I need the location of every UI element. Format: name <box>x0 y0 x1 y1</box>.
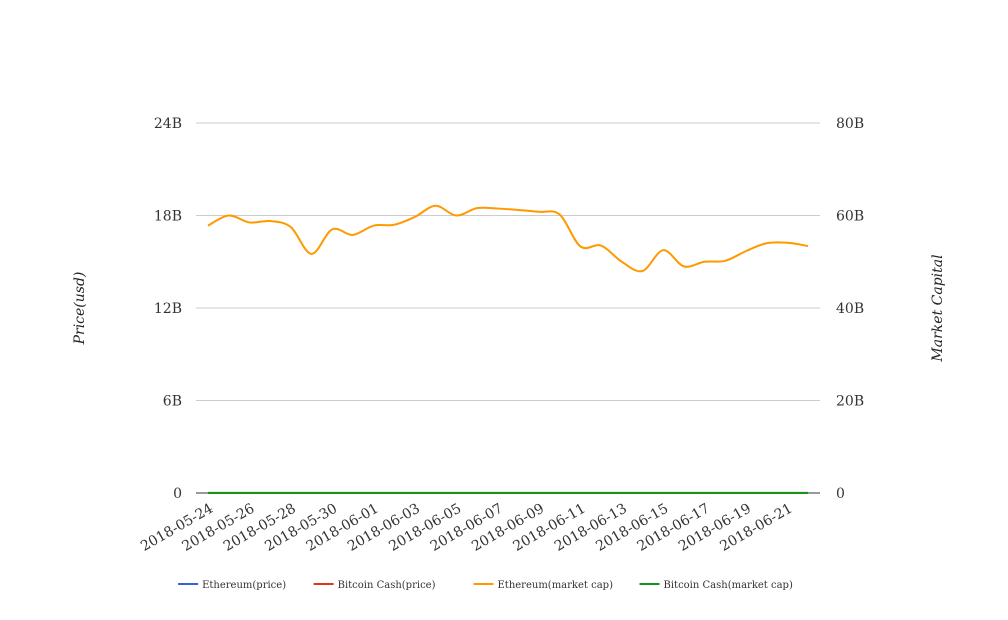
y-left-tick-label: 0 <box>173 486 182 502</box>
legend-label-0: Ethereum(price) <box>202 580 286 591</box>
y-left-tick-label: 24B <box>154 116 182 132</box>
y-right-tick-label: 0 <box>836 486 845 502</box>
legend-label-3: Bitcoin Cash(market cap) <box>664 580 793 591</box>
y-left-tick-label: 18B <box>154 209 182 225</box>
y-right-tick-label: 60B <box>836 209 864 225</box>
y-right-tick-label: 80B <box>836 116 864 132</box>
y-right-axis-title: Market Capital <box>930 254 946 362</box>
legend: Ethereum(price) Bitcoin Cash(price) Ethere… <box>178 580 793 591</box>
y-right-tick-label: 20B <box>836 394 864 410</box>
y-left-axis-title: Price(usd) <box>72 272 88 346</box>
legend-label-1: Bitcoin Cash(price) <box>338 580 436 591</box>
gridlines <box>196 123 820 493</box>
y-left-tick-label: 12B <box>154 301 182 317</box>
series-lines <box>208 206 808 493</box>
y-left-tick-label: 6B <box>163 394 182 410</box>
y-right-tick-label: 40B <box>836 301 864 317</box>
legend-label-2: Ethereum(market cap) <box>498 580 614 591</box>
